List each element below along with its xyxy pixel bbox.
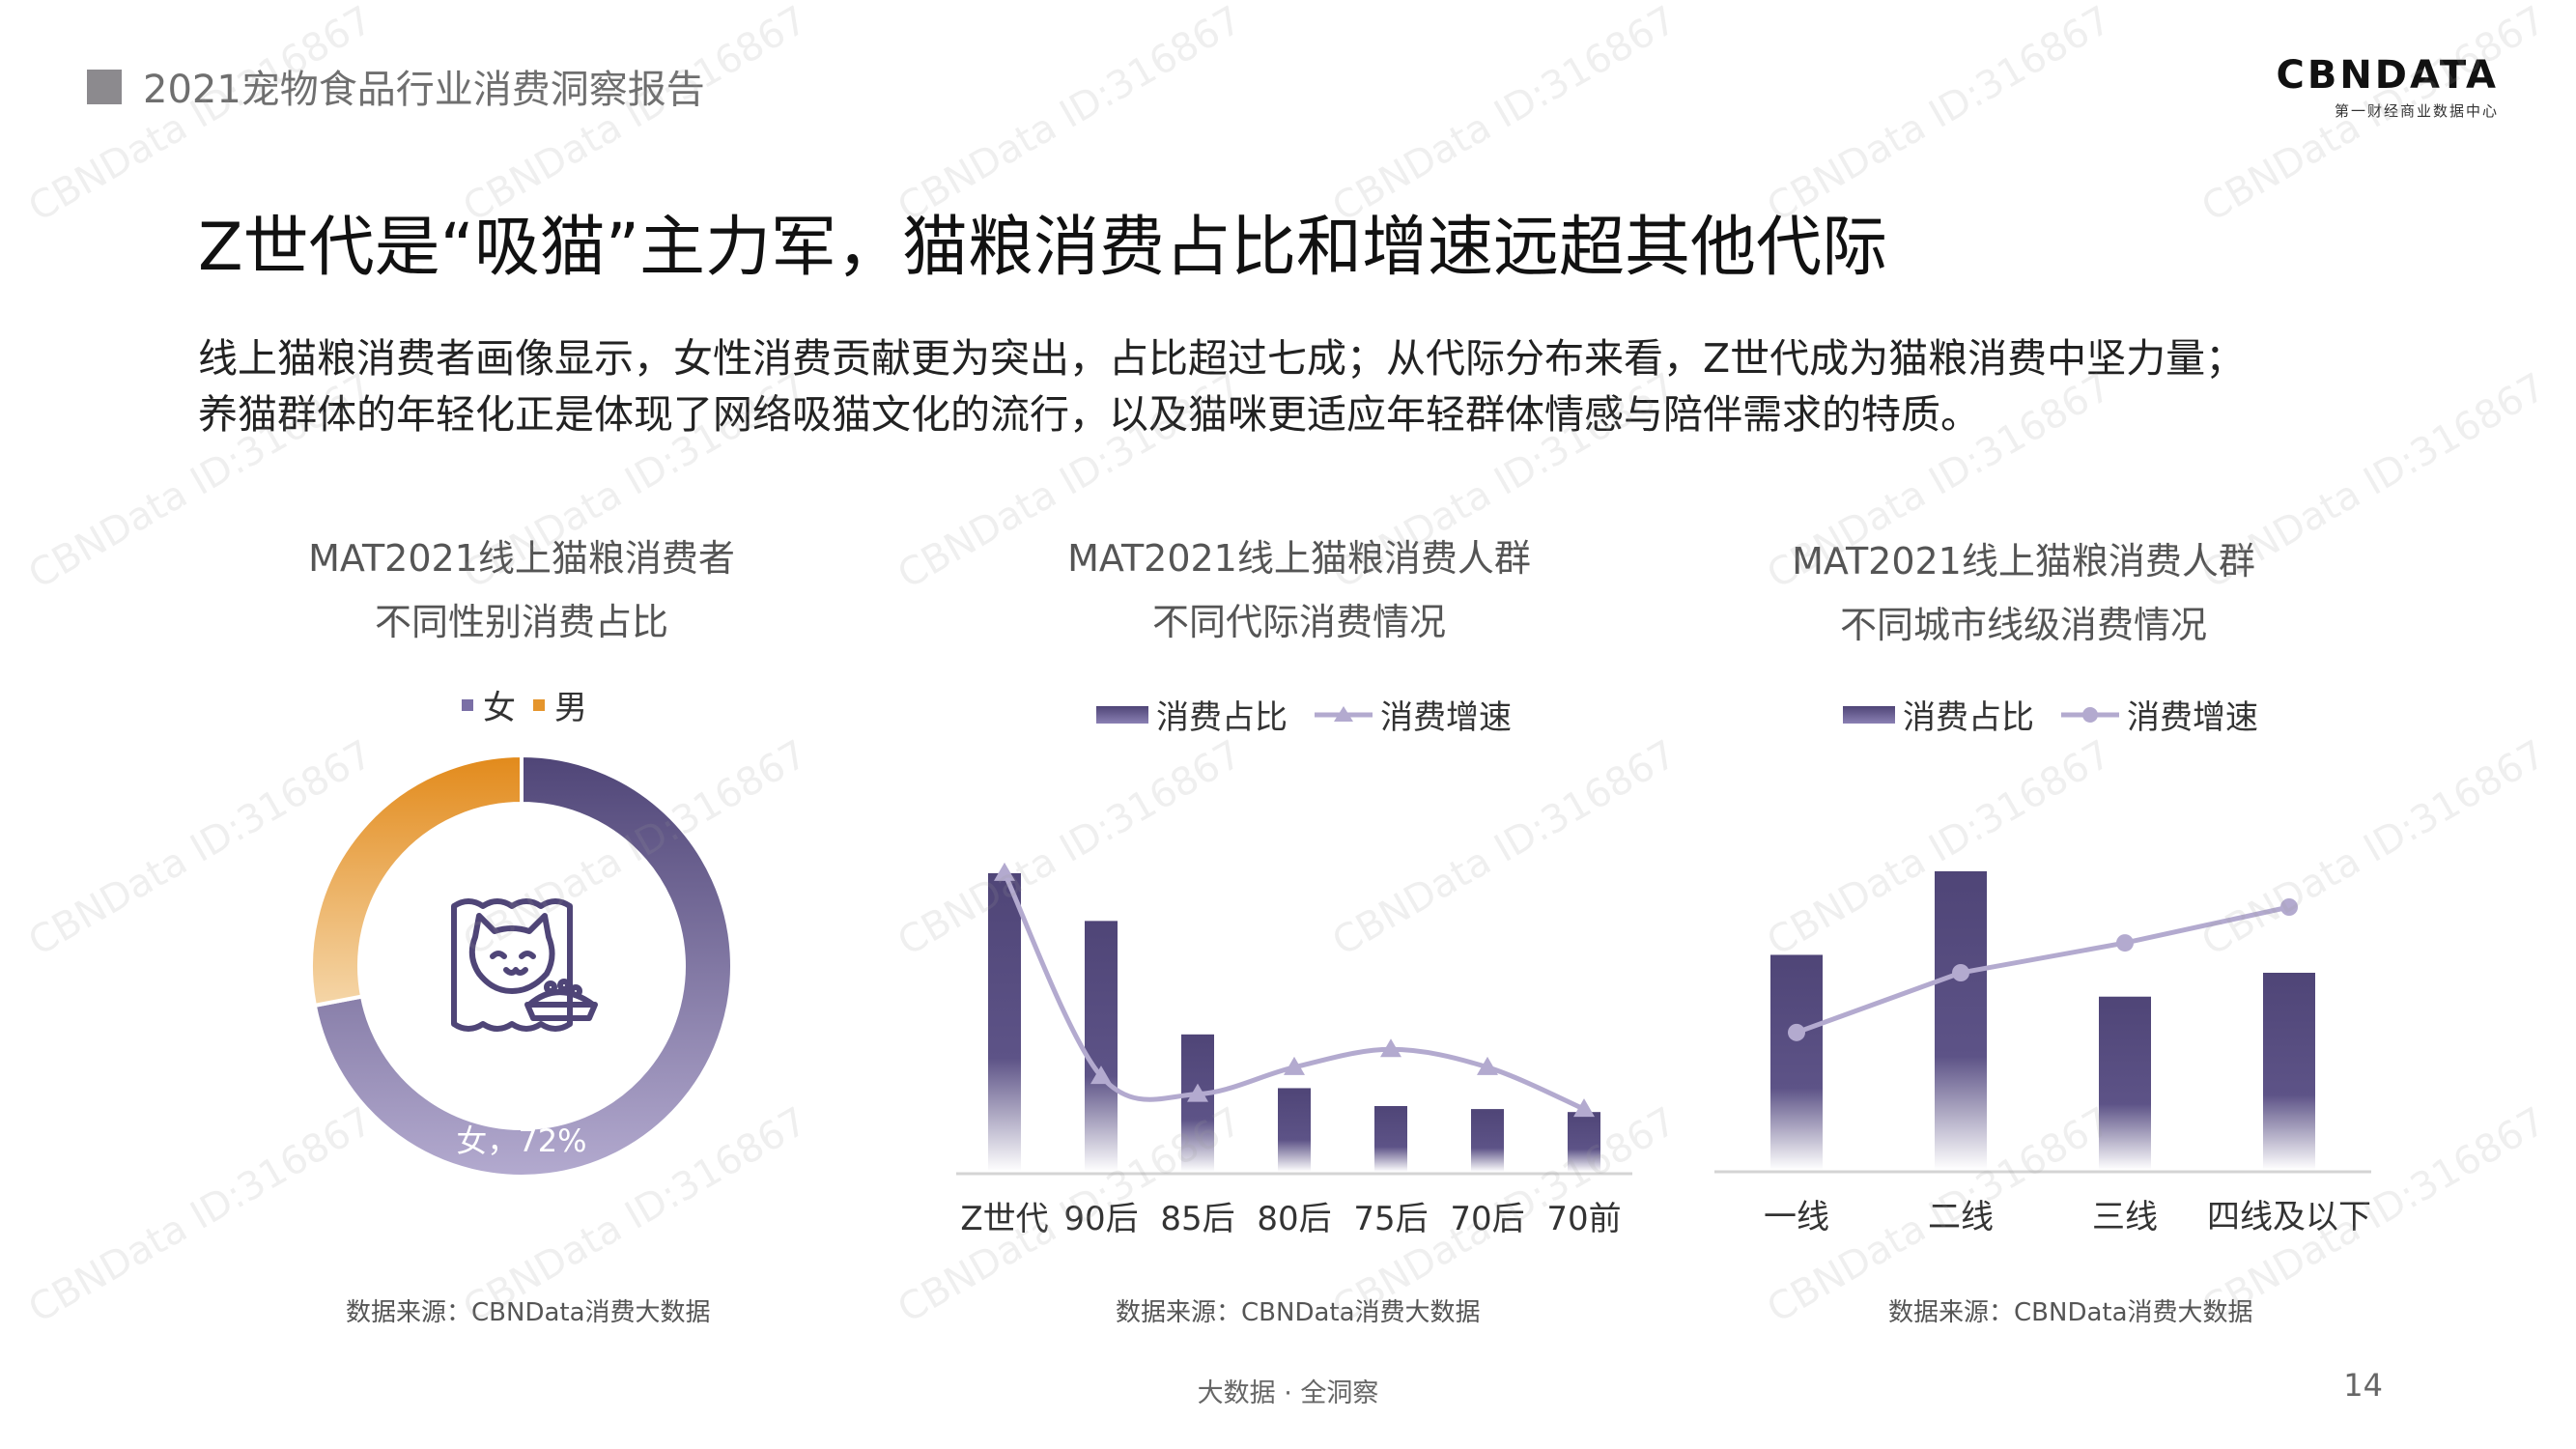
bar-70后: [1471, 1109, 1504, 1172]
chart3-source: 数据来源：CBNData消费大数据: [1888, 1298, 2253, 1327]
report-title: 2021宠物食品行业消费洞察报告: [143, 68, 705, 112]
x-tick-label: 80后: [1257, 1200, 1331, 1238]
legend-swatch-female: [462, 698, 473, 711]
growth-point-85后: [1187, 1083, 1208, 1102]
cat-food-bag-icon: [451, 898, 598, 1032]
bar-四线及以下: [2263, 973, 2315, 1170]
growth-point-一线: [1788, 1023, 1805, 1041]
legend-label-share: 消费占比: [1903, 698, 2034, 737]
cbndata-logo: CBNDATA 第一财经商业数据中心: [2276, 54, 2499, 121]
bar-一线: [1770, 954, 1823, 1170]
legend-label-male: 男: [554, 689, 587, 727]
footer-tagline: 大数据 · 全洞察: [1197, 1378, 1379, 1408]
chart2-legend: 消费占比 消费增速: [1096, 691, 1512, 738]
growth-point-90后: [1090, 1065, 1112, 1085]
legend-swatch-male: [533, 698, 545, 711]
logo-subtitle: 第一财经商业数据中心: [2334, 102, 2499, 120]
growth-line: [1796, 904, 2290, 1036]
growth-point-70前: [1573, 1098, 1595, 1118]
legend-bar-swatch: [1096, 705, 1148, 724]
x-tick-label: 二线: [1928, 1198, 1994, 1236]
x-tick-label: 70后: [1450, 1200, 1524, 1238]
growth-point-70后: [1477, 1056, 1498, 1075]
donut-slice-female: [312, 753, 734, 1179]
legend-label-growth: 消费增速: [1380, 698, 1512, 737]
chart2-title-line1: MAT2021线上猫粮消费人群: [1067, 537, 1531, 580]
chart1-source: 数据来源：CBNData消费大数据: [346, 1298, 711, 1327]
growth-point-Z世代: [994, 862, 1015, 881]
growth-point-80后: [1284, 1056, 1305, 1075]
generation-bar-line-chart: Z世代 90后 85后 80后 75后 70后 70前: [956, 862, 1632, 1238]
gender-donut-chart: 女，72%: [309, 753, 734, 1179]
x-tick-label: 75后: [1353, 1200, 1428, 1238]
bar-70前: [1568, 1112, 1600, 1172]
chart2-title: MAT2021线上猫粮消费人群 不同代际消费情况: [1009, 526, 1589, 654]
chart1-legend: 女 男: [462, 681, 587, 728]
chart2-source: 数据来源：CBNData消费大数据: [1116, 1298, 1481, 1327]
chart2-title-line2: 不同代际消费情况: [1151, 601, 1446, 643]
chart3-title-line1: MAT2021线上猫粮消费人群: [1792, 540, 2255, 582]
logo-wordmark: CBNDATA: [2276, 53, 2499, 98]
x-tick-label: 90后: [1063, 1200, 1138, 1238]
growth-point-三线: [2116, 934, 2134, 952]
x-tick-label: 70前: [1546, 1200, 1621, 1238]
bar-80后: [1278, 1088, 1311, 1172]
bar-90后: [1085, 921, 1118, 1172]
bar-二线: [1935, 870, 1987, 1170]
bar-75后: [1374, 1106, 1407, 1172]
city-tier-bar-line-chart: 一线 二线 三线 四线及以下: [1714, 870, 2371, 1236]
legend-label-share: 消费占比: [1156, 698, 1288, 737]
growth-point-75后: [1380, 1038, 1401, 1058]
page-title: Z世代是“吸猫”主力军，猫粮消费占比和增速远超其他代际: [198, 210, 1888, 286]
legend-circle-line-icon: [2061, 706, 2119, 723]
bar-Z世代: [988, 872, 1021, 1172]
x-tick-label: Z世代: [960, 1200, 1048, 1238]
bar-三线: [2099, 996, 2151, 1170]
legend-triangle-line-icon: [1315, 705, 1373, 722]
chart3-legend: 消费占比 消费增速: [1843, 691, 2258, 738]
growth-point-四线及以下: [2280, 898, 2298, 916]
x-tick-label: 三线: [2092, 1198, 2158, 1236]
growth-point-二线: [1952, 964, 1969, 981]
header-square: [87, 70, 122, 104]
page-number: 14: [2343, 1367, 2383, 1404]
legend-label-growth: 消费增速: [2127, 698, 2258, 737]
chart3-title-line2: 不同城市线级消费情况: [1839, 604, 2207, 646]
x-tick-label: 一线: [1764, 1198, 1829, 1236]
chart3-title: MAT2021线上猫粮消费人群 不同城市线级消费情况: [1734, 529, 2313, 657]
bar-85后: [1181, 1034, 1214, 1172]
description-line-1: 线上猫粮消费者画像显示，女性消费贡献更为突出，占比超过七成；从代际分布来看，Z世…: [198, 335, 2246, 382]
legend-bar-swatch: [1843, 705, 1895, 724]
donut-data-label: 女，72%: [456, 1122, 586, 1159]
chart1-title: MAT2021线上猫粮消费者 不同性别消费占比: [232, 526, 811, 654]
chart1-title-line2: 不同性别消费占比: [374, 601, 668, 643]
donut-slice-male: [309, 753, 524, 1009]
description-line-2: 养猫群体的年轻化正是体现了网络吸猫文化的流行，以及猫咪更适应年轻群体情感与陪伴需…: [198, 391, 1980, 438]
x-tick-label: 85后: [1160, 1200, 1234, 1238]
chart1-title-line1: MAT2021线上猫粮消费者: [308, 537, 735, 580]
legend-label-female: 女: [483, 689, 516, 727]
x-tick-label: 四线及以下: [2207, 1198, 2371, 1236]
